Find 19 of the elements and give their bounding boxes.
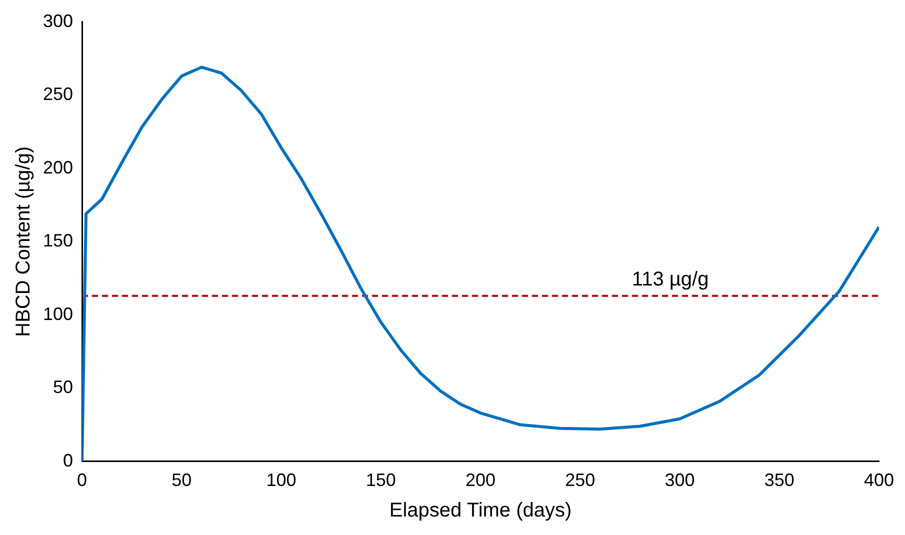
- x-tick-label: 0: [77, 470, 88, 490]
- x-tick-label: 350: [764, 470, 794, 490]
- y-tick-label: 200: [42, 157, 74, 178]
- y-tick-label: 100: [42, 304, 74, 324]
- x-tick-label: 300: [664, 470, 695, 490]
- x-tick-label: 150: [366, 470, 396, 490]
- x-tick-label: 50: [172, 470, 192, 490]
- y-tick-label: 0: [63, 450, 74, 470]
- x-axis-title: Elapsed Time (days): [389, 500, 572, 522]
- x-tick-label: 400: [864, 470, 894, 490]
- y-axis-title: HBCD Content (µg/g): [12, 146, 35, 337]
- y-tick-label: 50: [53, 377, 74, 398]
- ref-line-label: 113 µg/g: [632, 268, 709, 290]
- y-tick-label: 250: [42, 84, 74, 104]
- x-tick-label: 100: [266, 470, 296, 490]
- y-tick-label: 150: [42, 230, 74, 251]
- y-tick-label: 300: [42, 10, 74, 31]
- x-tick-label: 200: [465, 470, 496, 490]
- x-tick-label: 250: [565, 470, 596, 490]
